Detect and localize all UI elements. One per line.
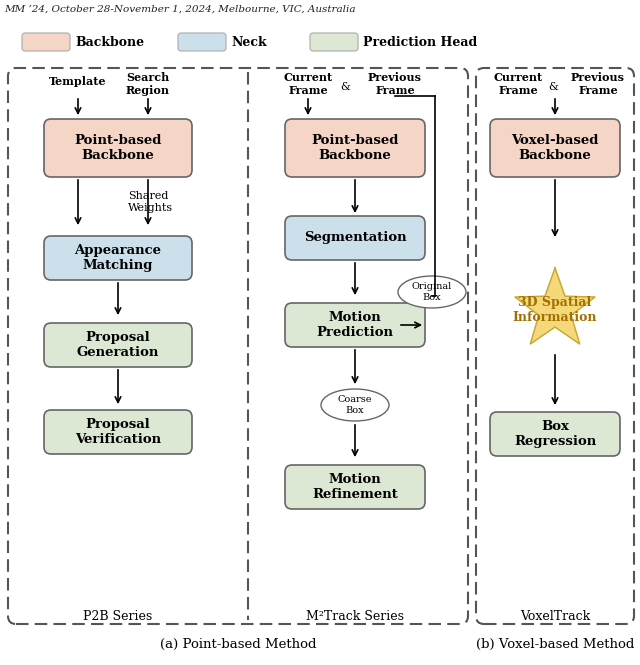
Text: Proposal
Verification: Proposal Verification — [75, 418, 161, 446]
Text: &: & — [340, 82, 350, 92]
Text: Segmentation: Segmentation — [304, 231, 406, 245]
Text: Motion
Refinement: Motion Refinement — [312, 473, 398, 501]
Text: Shared
Weights: Shared Weights — [128, 192, 173, 213]
FancyBboxPatch shape — [178, 33, 226, 51]
Text: Point-based
Backbone: Point-based Backbone — [311, 134, 399, 162]
Text: Search
Region: Search Region — [126, 72, 170, 96]
Text: Point-based
Backbone: Point-based Backbone — [74, 134, 162, 162]
Text: Box
Regression: Box Regression — [514, 420, 596, 448]
FancyBboxPatch shape — [285, 303, 425, 347]
Text: (a) Point-based Method: (a) Point-based Method — [160, 638, 316, 651]
FancyBboxPatch shape — [44, 236, 192, 280]
Text: Prediction Head: Prediction Head — [363, 35, 477, 49]
Text: Motion
Prediction: Motion Prediction — [317, 311, 394, 339]
FancyBboxPatch shape — [285, 119, 425, 177]
Ellipse shape — [321, 389, 389, 421]
FancyBboxPatch shape — [310, 33, 358, 51]
Text: MM ’24, October 28-November 1, 2024, Melbourne, VIC, Australia: MM ’24, October 28-November 1, 2024, Mel… — [4, 5, 355, 14]
Text: Coarse
Box: Coarse Box — [338, 395, 372, 415]
FancyBboxPatch shape — [44, 119, 192, 177]
Text: (b) Voxel-based Method: (b) Voxel-based Method — [476, 638, 634, 651]
FancyBboxPatch shape — [22, 33, 70, 51]
FancyBboxPatch shape — [285, 216, 425, 260]
FancyBboxPatch shape — [44, 410, 192, 454]
Text: P2B Series: P2B Series — [83, 610, 152, 623]
Text: Proposal
Generation: Proposal Generation — [77, 331, 159, 359]
Text: Neck: Neck — [231, 35, 267, 49]
Text: Appearance
Matching: Appearance Matching — [74, 244, 161, 272]
Text: Backbone: Backbone — [75, 35, 144, 49]
Text: Current
Frame: Current Frame — [284, 72, 333, 96]
Ellipse shape — [398, 276, 466, 308]
Text: Original
Box: Original Box — [412, 283, 452, 302]
Text: Current
Frame: Current Frame — [493, 72, 543, 96]
Text: Template: Template — [49, 76, 107, 87]
FancyBboxPatch shape — [490, 119, 620, 177]
Text: Previous
Frame: Previous Frame — [571, 72, 625, 96]
Text: Voxel-based
Backbone: Voxel-based Backbone — [511, 134, 598, 162]
Text: Previous
Frame: Previous Frame — [368, 72, 422, 96]
Text: VoxelTrack: VoxelTrack — [520, 610, 590, 623]
Text: M²Track Series: M²Track Series — [306, 610, 404, 623]
FancyBboxPatch shape — [44, 323, 192, 367]
Polygon shape — [515, 268, 595, 344]
Text: 3D Spatial
Information: 3D Spatial Information — [513, 296, 597, 324]
FancyBboxPatch shape — [285, 465, 425, 509]
Text: &: & — [548, 82, 558, 92]
FancyBboxPatch shape — [490, 412, 620, 456]
